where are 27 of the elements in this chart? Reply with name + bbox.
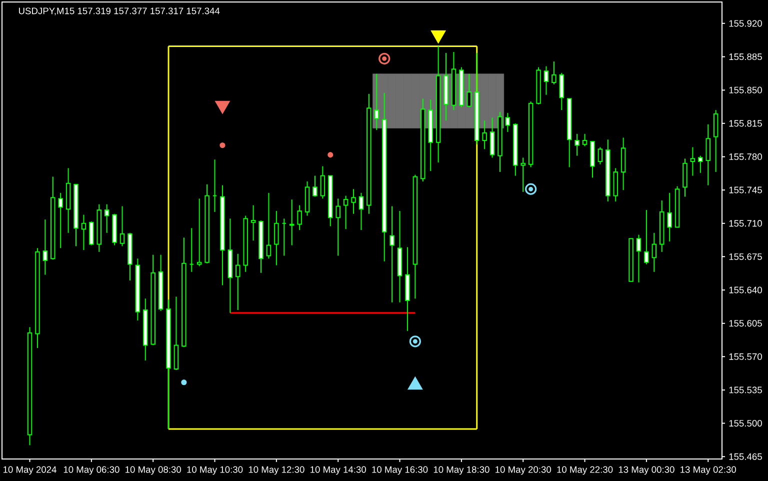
x-tick-label: 10 May 18:30 <box>434 466 490 475</box>
x-tick-label: 10 May 10:30 <box>187 466 243 475</box>
x-tick-label: 13 May 02:30 <box>680 466 736 475</box>
x-tick-label: 10 May 2024 <box>3 466 56 475</box>
y-tick-label: 155.640 <box>729 286 762 294</box>
y-tick-label: 155.885 <box>729 53 762 60</box>
y-tick-label: 155.920 <box>729 20 762 27</box>
y-tick-label: 155.745 <box>729 186 762 194</box>
y-tick-label: 155.850 <box>729 86 762 94</box>
y-tick-label: 155.500 <box>729 420 762 427</box>
y-tick-label: 155.605 <box>729 320 762 327</box>
x-tick-label: 10 May 20:30 <box>496 466 552 475</box>
x-tick-label: 10 May 12:30 <box>248 466 304 475</box>
x-tick-label: 13 May 00:30 <box>618 466 674 475</box>
x-tick-label: 10 May 22:30 <box>557 466 613 475</box>
y-tick-label: 155.675 <box>729 253 762 260</box>
y-tick-label: 155.535 <box>729 386 762 394</box>
x-tick-label: 10 May 08:30 <box>126 466 181 475</box>
y-tick-label: 155.710 <box>729 220 762 227</box>
x-tick-label: 10 May 06:30 <box>64 466 120 475</box>
x-tick-label: 10 May 14:30 <box>310 466 366 475</box>
y-tick-label: 155.465 <box>729 453 762 460</box>
y-tick-label: 155.570 <box>729 353 762 360</box>
y-tick-label: 155.815 <box>729 120 762 127</box>
x-tick-label: 10 May 16:30 <box>372 466 428 475</box>
text: USDJPY,M15 157.319 157.377 157.317 157.344 <box>18 8 220 16</box>
y-tick-label: 155.780 <box>729 153 762 160</box>
